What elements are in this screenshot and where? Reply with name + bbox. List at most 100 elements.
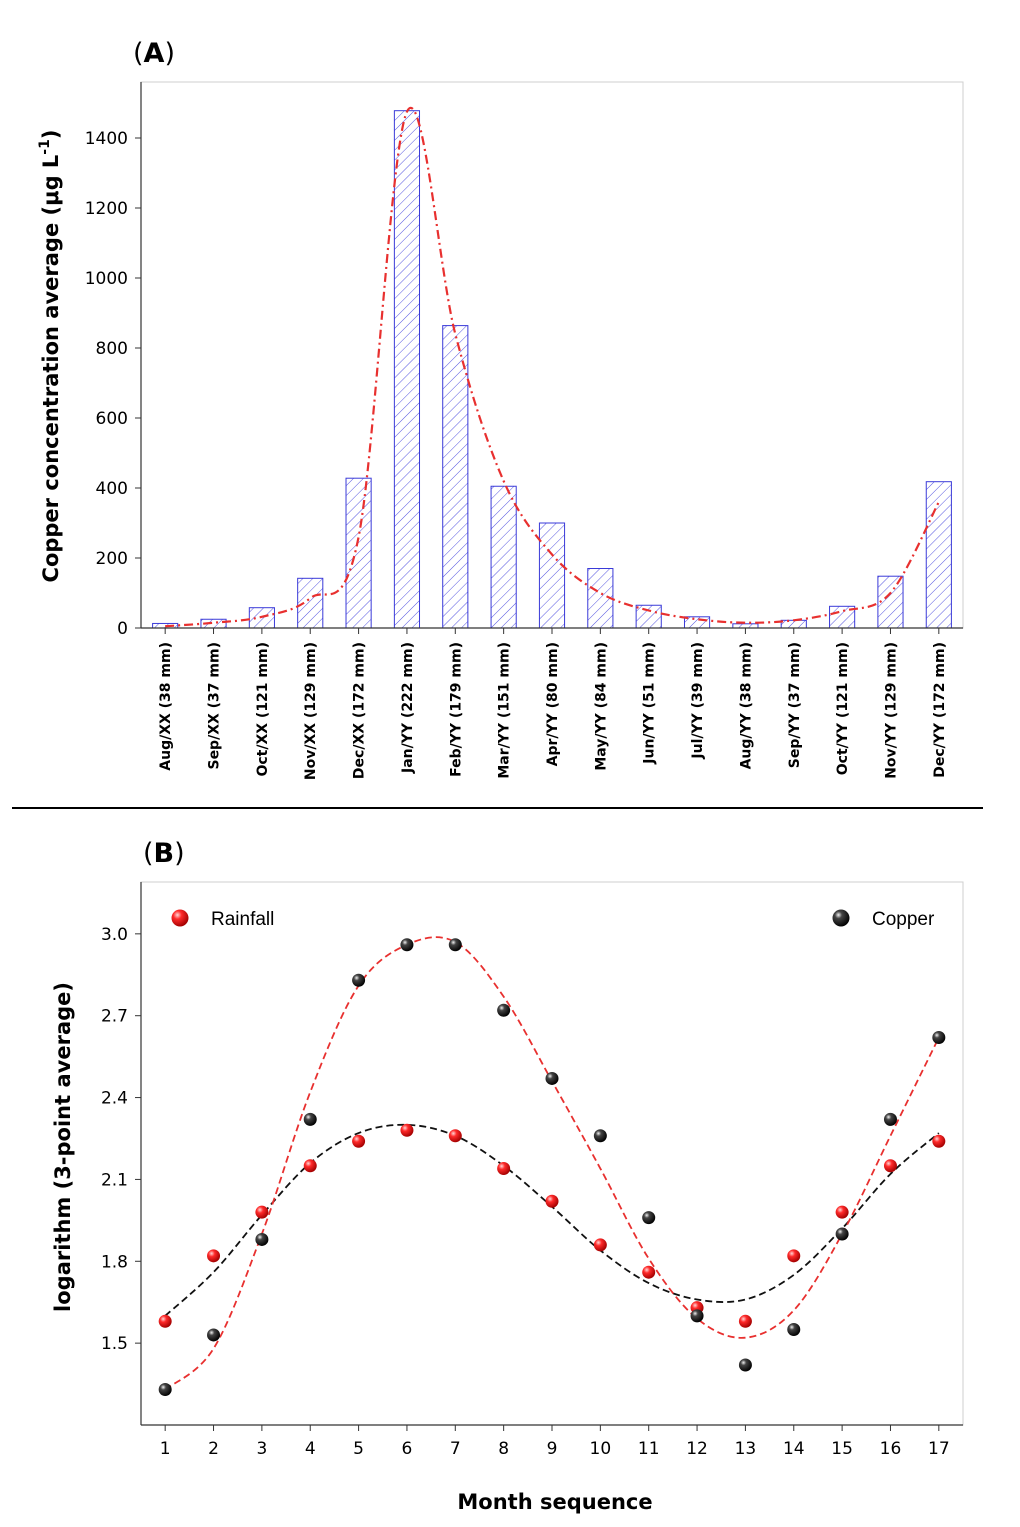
panel-b-trend-lines <box>164 936 940 1391</box>
copper-point-4 <box>303 1112 317 1126</box>
panel-b-x-axis-title: Month sequence <box>457 1490 652 1514</box>
x-tick-label: May/YY (84 mm) <box>593 642 609 771</box>
x-tick-label: Sep/YY (37 mm) <box>787 642 803 768</box>
bar-6 <box>393 110 421 629</box>
x-tick-label: Dec/YY (172 mm) <box>932 642 948 778</box>
x-tick-label: Aug/XX (38 mm) <box>158 642 174 771</box>
x-tick-label: 11 <box>638 1439 660 1459</box>
y-tick-label: 200 <box>96 549 128 569</box>
copper-point-3 <box>255 1232 269 1246</box>
rainfall-point-15 <box>835 1205 849 1219</box>
x-tick-label: 4 <box>305 1439 316 1459</box>
x-tick-label: Nov/YY (129 mm) <box>883 642 899 779</box>
copper-point-8 <box>497 1003 511 1017</box>
panel-b-label: (B) <box>143 838 185 869</box>
rainfall-point-11 <box>642 1265 656 1279</box>
x-tick-label: 7 <box>450 1439 461 1459</box>
legend: Rainfall Copper <box>171 909 935 930</box>
x-tick-label: 14 <box>783 1439 805 1459</box>
rainfall-point-17 <box>932 1134 946 1148</box>
rainfall-point-10 <box>593 1238 607 1252</box>
rainfall-point-1 <box>158 1314 172 1328</box>
rainfall-point-8 <box>497 1162 511 1176</box>
x-tick-label: 2 <box>208 1439 219 1459</box>
x-tick-label: Jul/YY (39 mm) <box>690 642 706 760</box>
copper-point-13 <box>738 1358 752 1372</box>
x-tick-label: Apr/YY (80 mm) <box>545 642 561 766</box>
panel-b-plot-frame <box>140 881 964 1426</box>
x-tick-label: 1 <box>160 1439 171 1459</box>
rainfall-point-14 <box>787 1249 801 1263</box>
x-tick-label: Mar/YY (151 mm) <box>497 642 513 779</box>
x-tick-label: Sep/XX (37 mm) <box>207 642 223 770</box>
panel-b-x-ticks: 1 2 3 4 5 6 7 8 9 10 11 12 13 14 15 16 17 <box>160 1425 950 1459</box>
legend-rainfall-label: Rainfall <box>211 909 274 930</box>
bar-17 <box>925 481 952 629</box>
x-tick-label: 15 <box>831 1439 853 1459</box>
copper-point-5 <box>352 973 366 987</box>
copper-point-11 <box>642 1211 656 1225</box>
x-tick-label: 8 <box>498 1439 509 1459</box>
rainfall-point-13 <box>738 1314 752 1328</box>
panel-a-label: (A) <box>133 38 175 69</box>
bar-9 <box>538 522 566 629</box>
rainfall-point-3 <box>255 1205 269 1219</box>
panel-b-y-ticks: 1.5 1.8 2.1 2.4 2.7 3.0 <box>101 925 141 1354</box>
rainfall-trend-line <box>164 1123 940 1317</box>
bar-14 <box>780 619 807 629</box>
panel-b-points <box>158 938 946 1397</box>
x-tick-label: 3 <box>256 1439 267 1459</box>
x-tick-label: Nov/XX (129 mm) <box>303 642 319 780</box>
x-tick-label: 5 <box>353 1439 364 1459</box>
y-tick-label: 3.0 <box>101 925 128 945</box>
copper-point-16 <box>883 1112 897 1126</box>
copper-point-12 <box>690 1309 704 1323</box>
x-tick-label: Aug/YY (38 mm) <box>738 642 754 769</box>
y-tick-label: 1000 <box>85 269 128 289</box>
legend-rainfall-marker <box>171 909 189 927</box>
rainfall-point-4 <box>303 1159 317 1173</box>
panel-a-y-ticks: 0 200 400 600 800 1000 1200 1400 <box>85 129 141 639</box>
panel-a-bars <box>152 110 952 629</box>
y-tick-label: 1400 <box>85 129 128 149</box>
rainfall-point-16 <box>883 1159 897 1173</box>
legend-copper-label: Copper <box>872 909 935 930</box>
copper-point-9 <box>545 1071 559 1085</box>
bar-13 <box>732 623 759 629</box>
x-tick-label: 10 <box>590 1439 612 1459</box>
bar-11 <box>635 604 662 629</box>
x-tick-label: Oct/XX (121 mm) <box>255 642 271 777</box>
bar-16 <box>877 575 904 629</box>
rainfall-point-6 <box>400 1123 414 1137</box>
x-tick-label: 6 <box>402 1439 413 1459</box>
copper-point-1 <box>158 1383 172 1397</box>
y-tick-label: 800 <box>96 339 128 359</box>
y-tick-label: 0 <box>117 619 128 639</box>
rainfall-point-5 <box>352 1134 366 1148</box>
x-tick-label: Dec/XX (172 mm) <box>352 642 368 779</box>
x-tick-label: Jan/YY (222 mm) <box>400 642 416 774</box>
bar-4 <box>297 577 324 629</box>
copper-point-6 <box>400 938 414 952</box>
bar-5 <box>345 477 372 629</box>
x-tick-label: 9 <box>547 1439 558 1459</box>
copper-point-14 <box>787 1322 801 1336</box>
rainfall-point-9 <box>545 1194 559 1208</box>
y-tick-label: 600 <box>96 409 128 429</box>
copper-trend-line <box>165 107 940 628</box>
y-tick-label: 2.7 <box>101 1007 128 1027</box>
y-tick-label: 400 <box>96 479 128 499</box>
x-tick-label: Oct/YY (121 mm) <box>835 642 851 775</box>
panel-b-y-axis-title: logarithm (3-point average) <box>51 982 75 1312</box>
bar-7 <box>442 325 469 629</box>
copper-point-10 <box>593 1129 607 1143</box>
x-tick-label: Jun/YY (51 mm) <box>642 642 658 765</box>
panel-a-trend <box>165 107 940 628</box>
copper-point-2 <box>207 1328 221 1342</box>
x-tick-label: 12 <box>686 1439 708 1459</box>
legend-copper-marker <box>832 909 850 927</box>
rainfall-point-7 <box>448 1129 462 1143</box>
copper-point-15 <box>835 1227 849 1241</box>
copper-point-17 <box>932 1031 946 1045</box>
